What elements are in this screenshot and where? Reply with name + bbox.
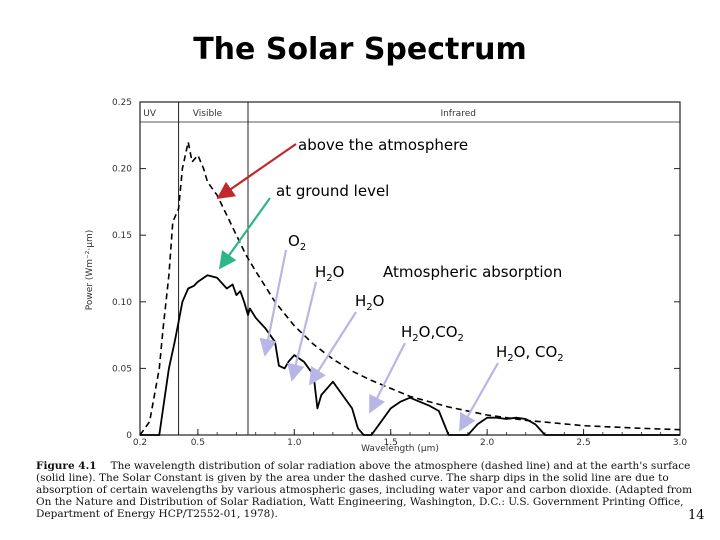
annotation-ground-level: at ground level (276, 182, 389, 200)
arrow-h2o-co2 (369, 342, 406, 414)
arrow-ground-level (218, 197, 271, 270)
figure-caption: Figure 4.1 The wavelength distribution of… (36, 460, 696, 520)
y-tick-label: 0.20 (112, 165, 132, 175)
y-tick-label: 0.25 (112, 98, 132, 108)
figure-caption-label: Figure 4.1 (36, 460, 97, 472)
x-tick-label: 1.5 (384, 438, 398, 448)
y-tick-label: 0.15 (112, 231, 132, 241)
x-tick-label: 1.0 (287, 438, 302, 448)
annotation-atmospheric-absorption: Atmospheric absorption (383, 263, 562, 281)
arrow-h2o-1 (287, 281, 318, 382)
y-tick-label: 0.10 (112, 298, 132, 308)
annotation-h2o-2: H2O (355, 292, 384, 313)
region-label-infrared: Infrared (440, 109, 476, 119)
annotation-above-atmosphere: above the atmosphere (298, 136, 468, 154)
x-tick-label: 2.0 (480, 438, 495, 448)
series-above-atmosphere (139, 141, 681, 436)
x-axis-title: Wavelength (μm) (361, 444, 439, 454)
arrow-h2o-co2-far (459, 362, 499, 432)
series-ground-level (140, 274, 680, 436)
x-tick-label: 0.2 (133, 438, 147, 448)
annotation-h2o-1: H2O (315, 263, 344, 284)
slide-title: The Solar Spectrum (193, 32, 527, 67)
y-axis-title: Power (Wm⁻²·μm) (85, 230, 95, 310)
y-tick-label: 0 (126, 431, 132, 441)
arrow-above-atmosphere (216, 143, 297, 200)
solar-spectrum-chart: 0 0.05 0.10 0.15 0.20 0.25 0.2 0.5 1.0 1.5 2.0 2.5 3… (85, 98, 688, 454)
x-tick-label: 3.0 (673, 438, 688, 448)
annotation-h2o-co2: H2O,CO2 (401, 323, 464, 344)
annotation-o2: O2 (288, 232, 306, 253)
x-tick-label: 2.5 (576, 438, 590, 448)
arrow-o2 (259, 249, 288, 357)
y-tick-label: 0.05 (112, 364, 132, 374)
figure-caption-text: The wavelength distribution of solar rad… (36, 460, 693, 520)
region-label-uv: UV (143, 109, 157, 119)
region-label-visible: Visible (193, 109, 223, 119)
arrow-h2o-2 (309, 311, 357, 386)
x-tick-label: 0.5 (191, 438, 205, 448)
annotation-h2o-co2-far: H2O, CO2 (496, 343, 564, 364)
slide-number: 14 (688, 508, 705, 523)
